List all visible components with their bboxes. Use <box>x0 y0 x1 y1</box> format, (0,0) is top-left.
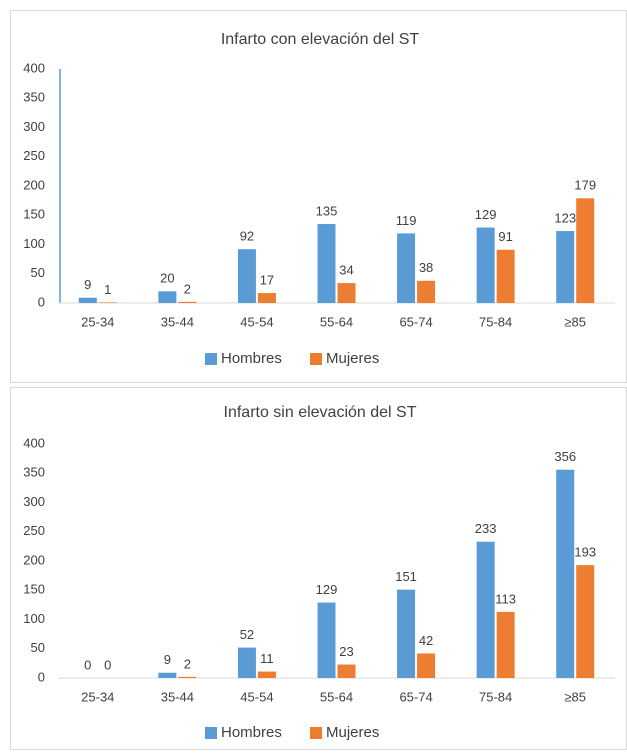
bar <box>556 231 575 303</box>
y-tick-label: 50 <box>31 265 45 280</box>
bar <box>496 249 515 303</box>
data-label: 123 <box>554 210 576 225</box>
y-tick-label: 150 <box>23 582 45 597</box>
legend-swatch <box>205 353 217 365</box>
bar <box>158 672 177 678</box>
y-tick-label: 0 <box>38 294 45 309</box>
y-tick-label: 0 <box>38 669 45 684</box>
y-tick-label: 300 <box>23 494 45 509</box>
bar <box>397 589 416 678</box>
y-tick-label: 200 <box>23 177 45 192</box>
bar <box>496 611 515 678</box>
bar <box>397 233 416 303</box>
data-label: 0 <box>84 657 91 672</box>
data-label: 38 <box>419 260 433 275</box>
data-label: 52 <box>240 627 254 642</box>
x-tick-label: ≥85 <box>564 689 586 704</box>
x-tick-label: 35-44 <box>161 314 194 329</box>
y-tick-label: 150 <box>23 207 45 222</box>
chart-title: Infarto con elevación del ST <box>221 31 420 48</box>
bar <box>257 671 276 678</box>
data-label: 193 <box>574 545 596 560</box>
data-label: 20 <box>160 271 174 286</box>
bar <box>476 227 495 303</box>
y-tick-label: 250 <box>23 148 45 163</box>
data-label: 17 <box>260 272 274 287</box>
data-label: 2 <box>184 656 191 671</box>
data-label: 233 <box>475 521 497 536</box>
bar <box>576 565 595 678</box>
x-tick-label: 45-54 <box>240 689 273 704</box>
bar <box>476 541 495 678</box>
data-label: 0 <box>104 657 111 672</box>
data-label: 42 <box>419 633 433 648</box>
data-label: 129 <box>475 207 497 222</box>
data-label: 113 <box>495 591 516 606</box>
data-label: 1 <box>104 282 111 297</box>
y-tick-label: 400 <box>23 435 45 450</box>
legend-label: Mujeres <box>326 350 379 367</box>
y-tick-label: 300 <box>23 119 45 134</box>
data-label: 151 <box>395 569 417 584</box>
bar <box>556 469 575 678</box>
chart-frame <box>10 10 627 383</box>
chart-title: Infarto sin elevación del ST <box>224 404 417 421</box>
y-tick-label: 350 <box>23 465 45 480</box>
bar <box>178 301 197 303</box>
data-label: 91 <box>498 229 512 244</box>
x-tick-label: 75-84 <box>479 314 512 329</box>
y-tick-label: 100 <box>23 611 45 626</box>
x-tick-label: 55-64 <box>320 314 353 329</box>
data-label: 11 <box>260 651 274 666</box>
data-label: 34 <box>339 263 353 278</box>
y-tick-label: 400 <box>23 60 45 75</box>
data-label: 179 <box>574 178 596 193</box>
data-label: 23 <box>339 644 353 659</box>
x-tick-label: 35-44 <box>161 689 194 704</box>
bar <box>257 293 276 303</box>
y-tick-label: 200 <box>23 552 45 567</box>
x-tick-label: 55-64 <box>320 689 353 704</box>
data-label: 9 <box>84 277 91 292</box>
y-tick-label: 350 <box>23 90 45 105</box>
x-tick-label: 25-34 <box>81 689 114 704</box>
legend-label: Hombres <box>221 350 282 367</box>
bar <box>78 297 97 303</box>
bar <box>417 280 436 303</box>
data-label: 2 <box>184 281 191 296</box>
x-tick-label: 45-54 <box>240 314 273 329</box>
bar <box>237 647 256 678</box>
y-tick-label: 100 <box>23 236 45 251</box>
legend-swatch <box>310 353 322 365</box>
legend-swatch <box>310 727 322 739</box>
bar <box>317 224 336 303</box>
data-label: 9 <box>164 652 171 667</box>
data-label: 129 <box>316 582 338 597</box>
legend-swatch <box>205 727 217 739</box>
bar <box>178 676 197 678</box>
y-tick-label: 50 <box>31 640 45 655</box>
y-tick-label: 250 <box>23 523 45 538</box>
bar <box>417 653 436 678</box>
x-tick-label: 75-84 <box>479 689 512 704</box>
legend-label: Mujeres <box>326 724 379 741</box>
bar <box>576 198 595 303</box>
chart-frame <box>10 387 627 750</box>
bar <box>337 283 356 303</box>
bar <box>317 602 336 678</box>
bar <box>98 302 117 303</box>
legend-label: Hombres <box>221 724 282 741</box>
x-tick-label: 65-74 <box>399 314 432 329</box>
data-label: 356 <box>554 449 576 464</box>
x-tick-label: 65-74 <box>399 689 432 704</box>
x-tick-label: ≥85 <box>564 314 586 329</box>
data-label: 119 <box>396 213 417 228</box>
data-label: 135 <box>316 203 338 218</box>
x-tick-label: 25-34 <box>81 314 114 329</box>
bar <box>237 249 256 303</box>
data-label: 92 <box>240 229 254 244</box>
bar <box>158 291 177 303</box>
bar <box>337 664 356 678</box>
